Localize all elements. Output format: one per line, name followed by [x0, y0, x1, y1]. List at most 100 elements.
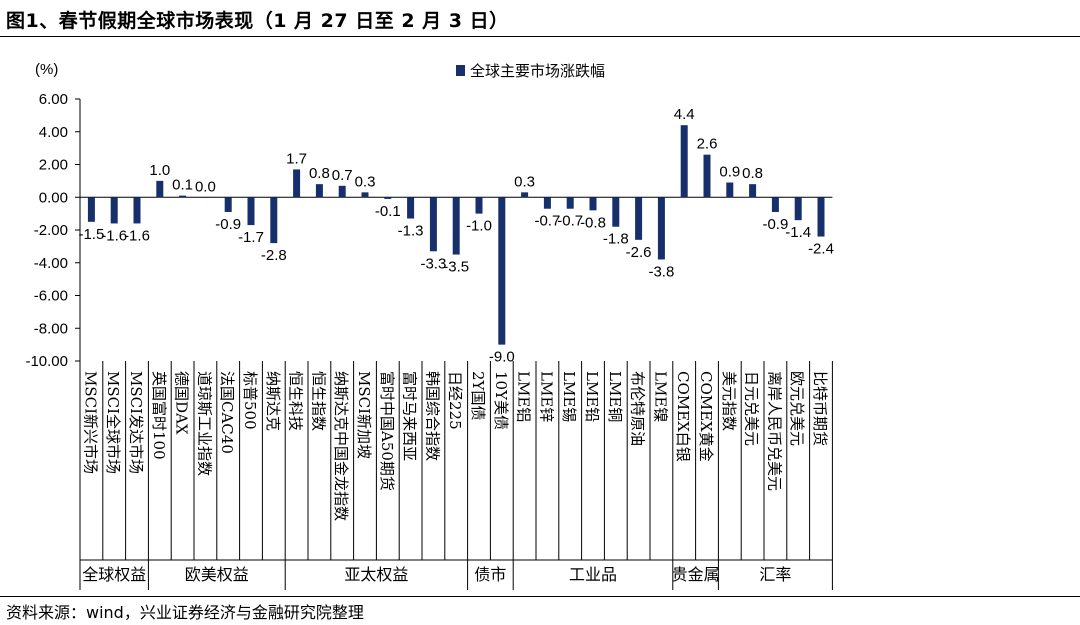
- bar-21: [566, 197, 574, 209]
- y-tick-label: -6.00: [34, 288, 68, 305]
- category-label-24: 布伦特原油: [629, 371, 647, 446]
- footer-divider: [0, 596, 1080, 597]
- bar-29: [749, 184, 757, 198]
- data-label-16: -3.5: [443, 259, 469, 276]
- data-label-1: -1.6: [101, 227, 127, 244]
- data-label-17: -1.0: [466, 218, 492, 235]
- data-label-31: -1.4: [785, 224, 811, 241]
- data-label-27: 2.6: [697, 136, 718, 153]
- bar-1: [110, 197, 118, 224]
- category-label-22: LME铅: [583, 371, 601, 422]
- bar-26: [680, 125, 688, 198]
- data-label-30: -0.9: [762, 216, 788, 233]
- group-label-4: 工业品: [569, 565, 617, 584]
- legend-swatch: [456, 65, 465, 76]
- group-label-3: 债市: [474, 565, 506, 584]
- category-label-13: 富时中国A50期货: [378, 371, 396, 491]
- data-label-32: -2.4: [808, 241, 834, 258]
- data-label-7: -1.7: [238, 229, 264, 246]
- data-label-11: 0.7: [332, 167, 353, 184]
- bar-28: [726, 182, 734, 198]
- category-label-0: MSCI新兴市场: [81, 371, 99, 474]
- bar-7: [247, 197, 255, 226]
- data-label-29: 0.8: [742, 165, 763, 182]
- bar-10: [315, 184, 323, 198]
- bar-12: [361, 192, 369, 198]
- group-label-0: 全球权益: [82, 565, 146, 584]
- data-label-24: -2.6: [626, 244, 652, 261]
- legend-label: 全球主要市场涨跌幅: [470, 62, 605, 80]
- bar-3: [156, 180, 164, 198]
- data-label-12: 0.3: [355, 173, 376, 190]
- data-label-15: -3.3: [420, 255, 446, 272]
- bar-11: [338, 185, 346, 198]
- category-label-18: 10Y美债: [492, 371, 510, 430]
- data-label-19: 0.3: [514, 173, 535, 190]
- category-label-4: 德国DAX: [173, 371, 191, 435]
- data-label-2: -1.6: [124, 227, 150, 244]
- bar-0: [87, 197, 95, 222]
- bar-20: [543, 197, 551, 209]
- category-label-17: 2Y国债: [469, 371, 487, 420]
- bar-5: [201, 197, 209, 198]
- category-label-28: 美元指数: [720, 371, 738, 431]
- data-label-20: -0.7: [534, 213, 560, 230]
- category-label-11: 纳斯达克中国金龙指数: [332, 371, 350, 521]
- data-label-23: -1.8: [603, 231, 629, 248]
- bar-31: [794, 197, 802, 221]
- data-label-28: 0.9: [719, 164, 740, 181]
- group-label-2: 亚太权益: [344, 565, 408, 584]
- bar-24: [635, 197, 643, 240]
- bar-8: [270, 197, 278, 244]
- bar-30: [771, 197, 779, 212]
- data-label-4: 0.1: [172, 177, 193, 194]
- data-label-8: -2.8: [261, 247, 287, 264]
- y-tick-label: -10.00: [25, 353, 68, 370]
- title-divider: [0, 36, 1080, 37]
- y-axis-unit: (%): [35, 61, 58, 78]
- category-label-30: 离岸人民币兑美元: [765, 371, 783, 491]
- y-tick-label: -4.00: [34, 255, 68, 272]
- category-label-5: 道琼斯工业指数: [195, 371, 213, 476]
- bar-2: [133, 197, 141, 224]
- y-tick-label: -8.00: [34, 320, 68, 337]
- data-label-18: -9.0: [489, 349, 515, 366]
- category-label-1: MSCI全球市场: [104, 371, 122, 474]
- category-label-7: 标普500: [241, 371, 259, 430]
- data-label-6: -0.9: [215, 216, 241, 233]
- bar-16: [452, 197, 460, 255]
- bar-25: [657, 197, 665, 260]
- data-label-25: -3.8: [648, 263, 674, 280]
- y-tick-label: 6.00: [39, 91, 68, 108]
- category-label-3: 英国富时100: [150, 371, 168, 460]
- category-label-27: COMEX黄金: [697, 371, 715, 462]
- bar-17: [475, 197, 483, 214]
- y-tick-label: 2.00: [39, 157, 68, 174]
- category-label-8: 纳斯达克: [264, 371, 282, 431]
- category-label-19: LME铝: [515, 371, 533, 422]
- category-label-21: LME锡: [560, 371, 578, 422]
- data-label-22: -0.8: [580, 214, 606, 231]
- category-label-31: 欧元兑美元: [788, 371, 806, 446]
- data-label-13: -0.1: [375, 203, 401, 220]
- data-label-3: 1.0: [149, 162, 170, 179]
- category-label-26: COMEX白银: [674, 371, 692, 462]
- figure-title: 图1、春节假期全球市场表现（1 月 27 日至 2 月 3 日）: [6, 10, 509, 32]
- bar-15: [429, 197, 437, 252]
- y-tick-label: -2.00: [34, 222, 68, 239]
- category-label-12: MSCI新加坡: [355, 371, 373, 459]
- category-label-29: 日元兑美元: [743, 371, 761, 446]
- y-tick-label: 0.00: [39, 189, 68, 206]
- bar-22: [589, 197, 597, 211]
- group-label-5: 贵金属: [672, 565, 720, 584]
- bar-13: [384, 197, 392, 199]
- data-label-5: 0.0: [195, 178, 216, 195]
- bar-27: [703, 154, 711, 198]
- bar-9: [293, 169, 301, 198]
- data-label-9: 1.7: [286, 150, 307, 167]
- data-label-26: 4.4: [674, 106, 695, 123]
- bar-19: [521, 192, 529, 198]
- category-label-16: 日经225: [446, 371, 464, 430]
- category-label-9: 恒生科技: [287, 371, 305, 431]
- source-note: 资料来源：wind，兴业证券经济与金融研究院整理: [6, 603, 364, 622]
